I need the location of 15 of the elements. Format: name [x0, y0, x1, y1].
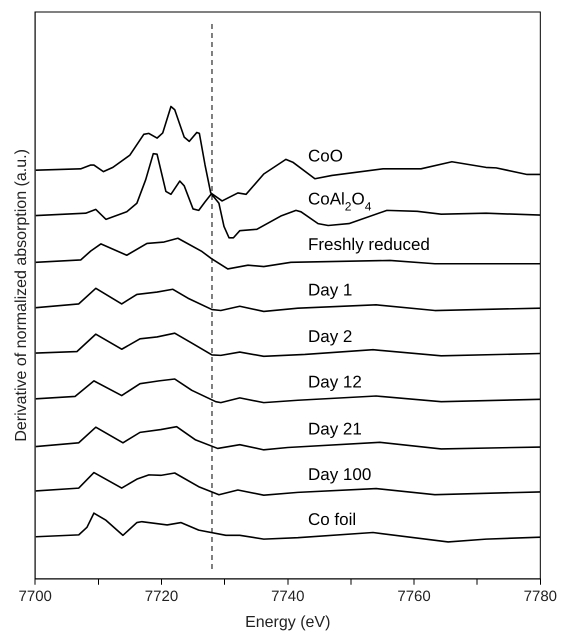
y-axis-title: Derivative of normalized absorption (a.u.) [13, 149, 30, 442]
series-label: Day 21 [308, 419, 362, 438]
x-tick-label: 7700 [18, 588, 52, 605]
x-axis-title: Energy (eV) [245, 614, 330, 631]
series-label: Day 100 [308, 464, 372, 484]
series-label: Day 12 [308, 372, 362, 392]
x-tick-label: 7720 [144, 588, 178, 605]
x-tick-label: 7740 [271, 588, 304, 605]
series-label: CoO [308, 146, 343, 166]
series-label: Day 1 [308, 280, 352, 300]
series-label: Co foil [308, 510, 356, 530]
x-tick-label: 7760 [397, 588, 431, 605]
series-label: Freshly reduced [308, 235, 430, 254]
series-label: Day 2 [308, 327, 352, 346]
x-tick-label: 7780 [524, 588, 558, 605]
